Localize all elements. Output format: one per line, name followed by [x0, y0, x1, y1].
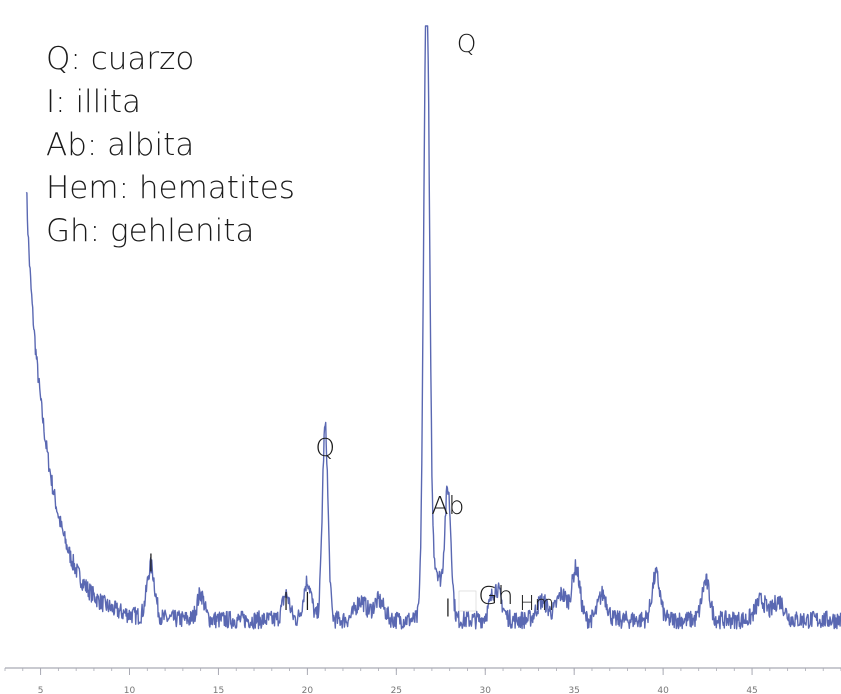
peak-label-i: I: [304, 587, 311, 616]
legend-item-illita: I: illita: [46, 84, 142, 120]
x-tick-label: 15: [213, 686, 224, 694]
x-tick-label: 40: [657, 686, 669, 694]
label-mask: [458, 590, 477, 612]
x-tick-label: 5: [38, 686, 44, 694]
legend-item-albita: Ab: albita: [46, 127, 195, 163]
peak-label-q: Q: [315, 433, 335, 462]
x-tick-label: 20: [302, 686, 314, 694]
legend-item-gehlenita: Gh: gehlenita: [46, 213, 255, 249]
peak-label-i: I: [147, 549, 154, 578]
legend-item-hematites: Hem: hematites: [46, 170, 295, 206]
x-tick-label: 45: [746, 686, 757, 694]
x-tick-label: 25: [391, 686, 402, 694]
legend-item-cuarzo: Q: cuarzo: [46, 41, 195, 77]
peak-label-ab: Ab: [431, 491, 464, 520]
peak-label-hm: Hm: [520, 591, 555, 615]
x-axis-tick-labels: 5 10 15 20 25 30 35 40 45: [38, 686, 758, 694]
x-axis-major-ticks: [40, 668, 753, 675]
phase-legend: Q: cuarzo I: illita Ab: albita Hem: hema…: [46, 38, 295, 253]
x-tick-label: 30: [480, 686, 492, 694]
peak-label-i: I: [444, 594, 451, 623]
peak-label-q: Q: [457, 29, 477, 58]
peak-label-i: I: [282, 587, 289, 616]
x-tick-label: 35: [568, 686, 579, 694]
diffraction-pattern-line: [25, 25, 841, 630]
peak-label-gh: Gh: [478, 581, 513, 610]
x-tick-label: 10: [124, 686, 136, 694]
